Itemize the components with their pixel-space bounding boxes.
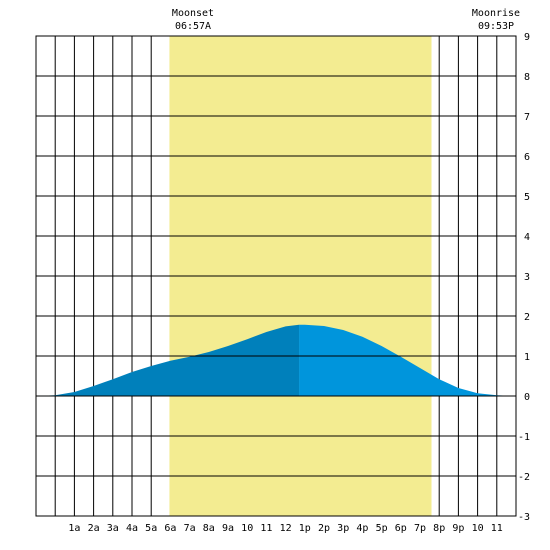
y-tick-labels: 9 8 7 6 5 4 3 2 1 0 -1 -2 -3 — [518, 32, 530, 523]
x-tick-label: 2a — [88, 523, 100, 534]
y-tick-label: 4 — [524, 232, 530, 243]
y-tick-label: -1 — [518, 432, 530, 443]
y-tick-label: -2 — [518, 472, 530, 483]
x-tick-label: 6a — [164, 523, 176, 534]
x-tick-label: 1p — [299, 523, 311, 534]
x-tick-label: 10 — [472, 523, 484, 534]
x-tick-label: 8p — [433, 523, 445, 534]
moonrise-time: 09:53P — [478, 21, 514, 32]
y-tick-label: 1 — [524, 352, 530, 363]
x-tick-label: 4a — [126, 523, 138, 534]
y-tick-label: 3 — [524, 272, 530, 283]
x-tick-label: 5p — [376, 523, 388, 534]
x-tick-label: 5a — [145, 523, 157, 534]
x-tick-label: 1a — [68, 523, 80, 534]
y-tick-label: 0 — [524, 392, 530, 403]
tide-area — [36, 324, 516, 396]
x-tick-label: 9p — [452, 523, 464, 534]
y-tick-label: 6 — [524, 152, 530, 163]
x-tick-label: 3p — [337, 523, 349, 534]
x-tick-label: 10 — [241, 523, 253, 534]
x-tick-label: 11 — [491, 523, 503, 534]
x-tick-label: 4p — [356, 523, 368, 534]
x-tick-label: 7a — [184, 523, 196, 534]
x-tick-label: 6p — [395, 523, 407, 534]
plot-frame — [35, 35, 517, 517]
x-tick-label: 11 — [260, 523, 272, 534]
y-tick-label: 2 — [524, 312, 530, 323]
y-tick-label: 9 — [524, 32, 530, 43]
tide-area-falling — [299, 324, 516, 396]
x-tick-label: 7p — [414, 523, 426, 534]
moonrise-label: Moonrise — [472, 8, 520, 19]
x-tick-label: 8a — [203, 523, 215, 534]
y-tick-label: 8 — [524, 72, 530, 83]
x-tick-labels: 1a 2a 3a 4a 5a 6a 7a 8a 9a 10 11 12 1p 2p 3p 4p 5p 6p 7p 8p… — [68, 523, 502, 534]
x-tick-label: 9a — [222, 523, 234, 534]
y-tick-label: -3 — [518, 512, 530, 523]
moonset-time: 06:57A — [175, 21, 211, 32]
tide-area-rising — [36, 324, 300, 396]
moonset-label: Moonset — [172, 8, 214, 19]
x-tick-label: 3a — [107, 523, 119, 534]
x-tick-label: 12 — [280, 523, 292, 534]
y-tick-label: 5 — [524, 192, 530, 203]
y-tick-label: 7 — [524, 112, 530, 123]
x-tick-label: 2p — [318, 523, 330, 534]
